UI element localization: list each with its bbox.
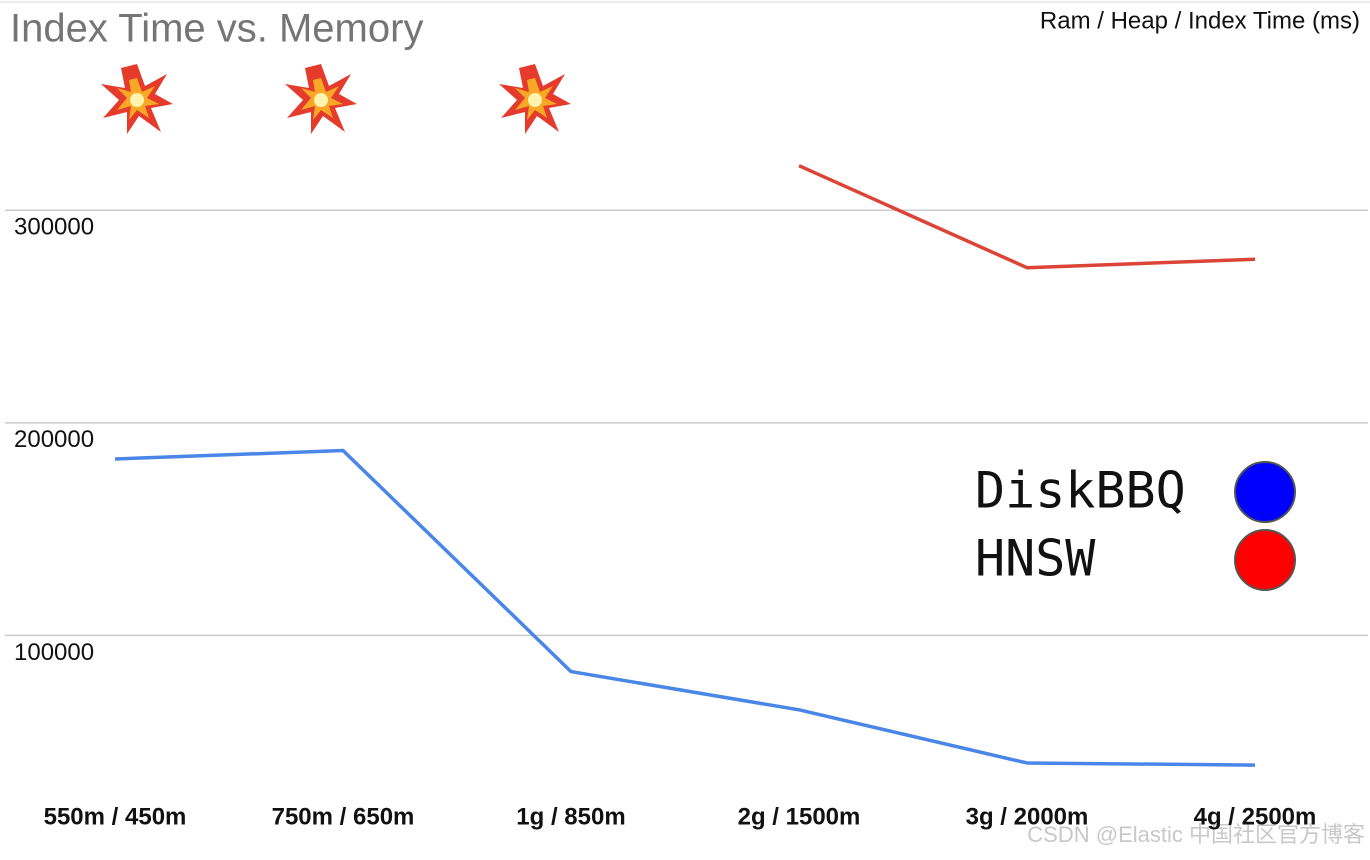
failure-icon (101, 64, 173, 134)
failure-icon (285, 64, 357, 134)
chart-title: Index Time vs. Memory (10, 7, 423, 51)
legend-label: DiskBBQ (975, 462, 1186, 520)
x-tick-label: 2g / 1500m (738, 803, 861, 830)
y-tick-label: 200000 (14, 426, 94, 453)
watermark: CSDN @Elastic 中国社区官方博客 (1027, 822, 1365, 847)
chart-subtitle: Ram / Heap / Index Time (ms) (1040, 7, 1360, 34)
x-tick-label: 4g / 2500m (1194, 803, 1317, 830)
y-tick-label: 100000 (14, 639, 94, 666)
line-series (798, 164, 1256, 270)
y-tick-label: 300000 (14, 214, 94, 241)
line-series (114, 448, 1256, 767)
x-tick-label: 750m / 650m (272, 803, 415, 830)
legend-label: HNSW (975, 530, 1096, 588)
failure-icon (499, 64, 571, 134)
x-tick-label: 1g / 850m (516, 803, 625, 830)
x-tick-label: 3g / 2000m (966, 803, 1089, 830)
legend-marker (1234, 461, 1296, 523)
legend-marker (1234, 529, 1296, 591)
x-tick-label: 550m / 450m (44, 803, 187, 830)
